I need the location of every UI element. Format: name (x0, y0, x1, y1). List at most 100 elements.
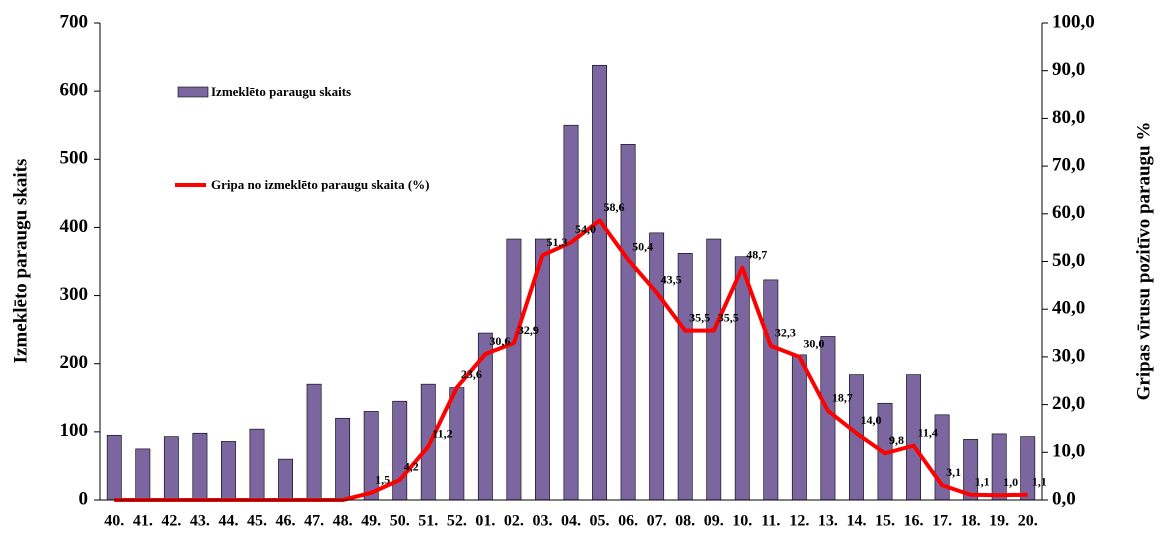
data-label: 11,2 (432, 426, 452, 440)
y2-tick-label: 10,0 (1052, 441, 1085, 462)
x-tick-label: 50. (390, 513, 410, 530)
bar (991, 433, 1007, 501)
x-tick-label: 04. (561, 513, 581, 530)
y-tick-label: 400 (60, 216, 89, 237)
bar (192, 432, 208, 501)
x-tick-label: 13. (818, 513, 838, 530)
bar (706, 238, 722, 501)
data-label: 9,8 (889, 433, 904, 447)
y2-tick-label: 20,0 (1052, 393, 1085, 414)
x-tick-label: 49. (361, 513, 381, 530)
y-tick-label: 600 (60, 80, 89, 101)
x-tick-label: 45. (247, 513, 267, 530)
data-label: 54,0 (575, 222, 596, 236)
x-tick-label: 08. (675, 513, 695, 530)
x-tick-label: 05. (590, 513, 610, 530)
x-tick-label: 03. (532, 513, 552, 530)
data-label: 4,2 (404, 460, 419, 474)
x-tick-label: 47. (304, 513, 324, 530)
bar (620, 143, 636, 501)
data-label: 1,1 (975, 475, 990, 489)
bar (791, 354, 807, 501)
data-label: 30,6 (489, 334, 510, 348)
bar (677, 253, 693, 501)
bar (363, 411, 379, 501)
bar (535, 238, 550, 501)
x-tick-label: 17. (932, 513, 952, 530)
bar (249, 428, 265, 501)
x-tick-label: 41. (133, 513, 153, 530)
y2-tick-label: 90,0 (1052, 59, 1085, 80)
x-tick-label: 07. (647, 513, 667, 530)
x-tick-label: 09. (704, 513, 724, 530)
y-axis-title: Izmeklēto paraugu skaits (10, 159, 31, 364)
data-label: 18,7 (832, 391, 853, 405)
data-label: 11,4 (918, 425, 938, 439)
x-tick-label: 10. (732, 513, 752, 530)
x-tick-label: 01. (475, 513, 495, 530)
data-label: 48,7 (746, 247, 767, 261)
data-label: 14,0 (860, 413, 881, 427)
bar (278, 458, 293, 501)
y-tick-label: 500 (60, 148, 89, 169)
x-tick-label: 16. (904, 513, 924, 530)
x-tick-label: 46. (276, 513, 296, 530)
x-tick-label: 43. (190, 513, 210, 530)
x-tick-label: 14. (846, 513, 866, 530)
bar (734, 256, 750, 501)
bar (135, 448, 151, 501)
x-tick-label: 06. (618, 513, 638, 530)
data-label: 32,9 (518, 323, 539, 337)
data-label: 23,6 (461, 367, 482, 381)
y2-tick-label: 80,0 (1052, 107, 1085, 128)
bar (763, 279, 779, 501)
bar (335, 417, 351, 501)
y-tick-label: 300 (60, 284, 89, 305)
x-tick-label: 48. (333, 513, 353, 530)
x-tick-label: 12. (789, 513, 809, 530)
data-label: 50,4 (632, 239, 653, 253)
data-label: 1,1 (1032, 475, 1047, 489)
x-tick-label: 20. (1018, 513, 1038, 530)
data-label: 3,1 (946, 465, 961, 479)
x-tick-label: 52. (447, 513, 467, 530)
legend-swatch (177, 86, 209, 98)
y-tick-label: 200 (60, 352, 89, 373)
data-label: 1,5 (375, 473, 390, 487)
x-tick-label: 02. (504, 513, 524, 530)
x-tick-label: 18. (961, 513, 981, 530)
x-tick-label: 15. (875, 513, 895, 530)
data-label: 35,5 (718, 310, 739, 324)
x-tick-label: 19. (989, 513, 1009, 530)
bar (449, 387, 465, 501)
bar (392, 400, 408, 501)
bar (106, 434, 122, 501)
y2-tick-label: 70,0 (1052, 154, 1085, 175)
y2-tick-label: 0,0 (1052, 488, 1076, 509)
data-label: 30,0 (803, 337, 824, 351)
bar (221, 441, 236, 501)
y2-tick-label: 50,0 (1052, 250, 1085, 271)
bar (963, 439, 979, 501)
y-tick-label: 100 (60, 420, 89, 441)
data-label: 32,3 (775, 326, 796, 340)
y2-tick-label: 100,0 (1052, 11, 1095, 32)
legend-label: Gripa no izmeklēto paraugu skaita (%) (211, 177, 429, 192)
bar (1020, 436, 1036, 501)
x-tick-label: 44. (218, 513, 238, 530)
x-tick-label: 51. (418, 513, 438, 530)
data-label: 43,5 (661, 272, 682, 286)
data-label: 35,5 (689, 310, 710, 324)
data-label: 58,6 (604, 200, 625, 214)
bar (592, 64, 607, 501)
data-label: 51,3 (546, 235, 567, 249)
bar (563, 124, 579, 501)
x-tick-label: 11. (761, 513, 780, 530)
legend-label: Izmeklēto paraugu skaits (211, 84, 351, 99)
x-tick-label: 42. (161, 513, 181, 530)
x-tick-label: 40. (104, 513, 124, 530)
y-tick-label: 700 (60, 11, 89, 32)
bar (163, 436, 179, 501)
y2-tick-label: 40,0 (1052, 298, 1085, 319)
